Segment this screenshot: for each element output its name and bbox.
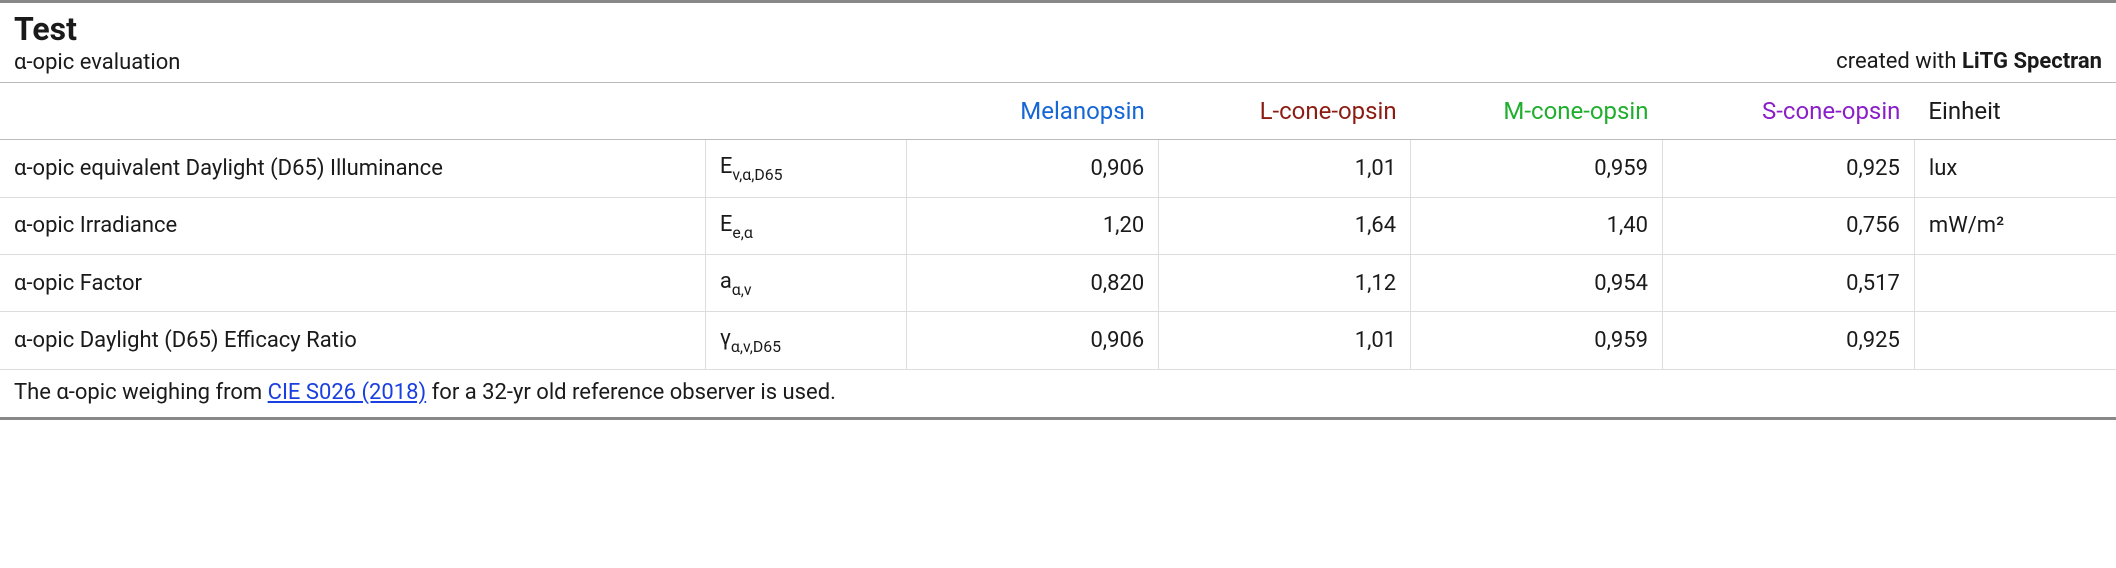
symbol-base: γ <box>720 326 731 351</box>
header-left: Test α-opic evaluation <box>14 11 180 76</box>
cell-mel: 0,906 <box>907 312 1159 369</box>
cell-unit: lux <box>1914 140 2116 197</box>
symbol-base: a <box>720 269 732 294</box>
col-header-empty-sym <box>705 83 907 140</box>
symbol-sub: α,v <box>732 280 752 299</box>
table-header-row: Melanopsin L-cone-opsin M-cone-opsin S-c… <box>0 83 2116 140</box>
symbol-base: E <box>720 212 733 237</box>
cell-s: 0,925 <box>1663 312 1915 369</box>
cell-m: 0,954 <box>1411 254 1663 311</box>
footnote-pre: The α-opic weighing from <box>14 380 268 405</box>
page-title: Test <box>14 11 180 48</box>
created-prefix: created with <box>1836 49 1962 74</box>
footnote-post: for a 32-yr old reference observer is us… <box>432 380 836 405</box>
row-symbol: aα,v <box>705 254 907 311</box>
alpha-opic-panel: Test α-opic evaluation created with LiTG… <box>0 0 2116 420</box>
brand-name: LiTG Spectran <box>1962 49 2102 74</box>
table-row: α-opic Irradiance Ee,α 1,20 1,64 1,40 0,… <box>0 197 2116 254</box>
cell-unit <box>1914 312 2116 369</box>
table-footnote-row: The α-opic weighing from CIE S026 (2018)… <box>0 369 2116 417</box>
row-symbol: Ev,α,D65 <box>705 140 907 197</box>
col-header-unit: Einheit <box>1914 83 2116 140</box>
cell-s: 0,517 <box>1663 254 1915 311</box>
symbol-sub: e,α <box>732 223 752 242</box>
symbol-sub: α,v,D65 <box>731 337 781 356</box>
alpha-opic-table: Melanopsin L-cone-opsin M-cone-opsin S-c… <box>0 83 2116 417</box>
row-desc: α-opic Irradiance <box>0 197 705 254</box>
cell-l: 1,01 <box>1159 312 1411 369</box>
symbol-sub: v,α,D65 <box>732 165 782 184</box>
cell-mel: 0,820 <box>907 254 1159 311</box>
row-symbol: Ee,α <box>705 197 907 254</box>
cell-l: 1,01 <box>1159 140 1411 197</box>
footnote: The α-opic weighing from CIE S026 (2018)… <box>0 369 2116 417</box>
cell-m: 0,959 <box>1411 312 1663 369</box>
created-with: created with LiTG Spectran <box>1836 49 2102 76</box>
cell-mel: 0,906 <box>907 140 1159 197</box>
cell-l: 1,64 <box>1159 197 1411 254</box>
cell-s: 0,925 <box>1663 140 1915 197</box>
row-desc: α-opic Factor <box>0 254 705 311</box>
cell-l: 1,12 <box>1159 254 1411 311</box>
cell-s: 0,756 <box>1663 197 1915 254</box>
symbol-base: E <box>720 154 733 179</box>
row-desc: α-opic Daylight (D65) Efficacy Ratio <box>0 312 705 369</box>
col-header-empty-desc <box>0 83 705 140</box>
col-header-m-cone: M-cone-opsin <box>1411 83 1663 140</box>
col-header-s-cone: S-cone-opsin <box>1663 83 1915 140</box>
table-row: α-opic equivalent Daylight (D65) Illumin… <box>0 140 2116 197</box>
cie-s026-link[interactable]: CIE S026 (2018) <box>268 380 427 405</box>
table-row: α-opic Daylight (D65) Efficacy Ratio γα,… <box>0 312 2116 369</box>
page-subtitle: α-opic evaluation <box>14 48 180 76</box>
row-symbol: γα,v,D65 <box>705 312 907 369</box>
cell-m: 0,959 <box>1411 140 1663 197</box>
col-header-l-cone: L-cone-opsin <box>1159 83 1411 140</box>
col-header-melanopsin: Melanopsin <box>907 83 1159 140</box>
cell-unit <box>1914 254 2116 311</box>
panel-header: Test α-opic evaluation created with LiTG… <box>0 3 2116 83</box>
row-desc: α-opic equivalent Daylight (D65) Illumin… <box>0 140 705 197</box>
cell-m: 1,40 <box>1411 197 1663 254</box>
cell-unit: mW/m² <box>1914 197 2116 254</box>
table-row: α-opic Factor aα,v 0,820 1,12 0,954 0,51… <box>0 254 2116 311</box>
cell-mel: 1,20 <box>907 197 1159 254</box>
